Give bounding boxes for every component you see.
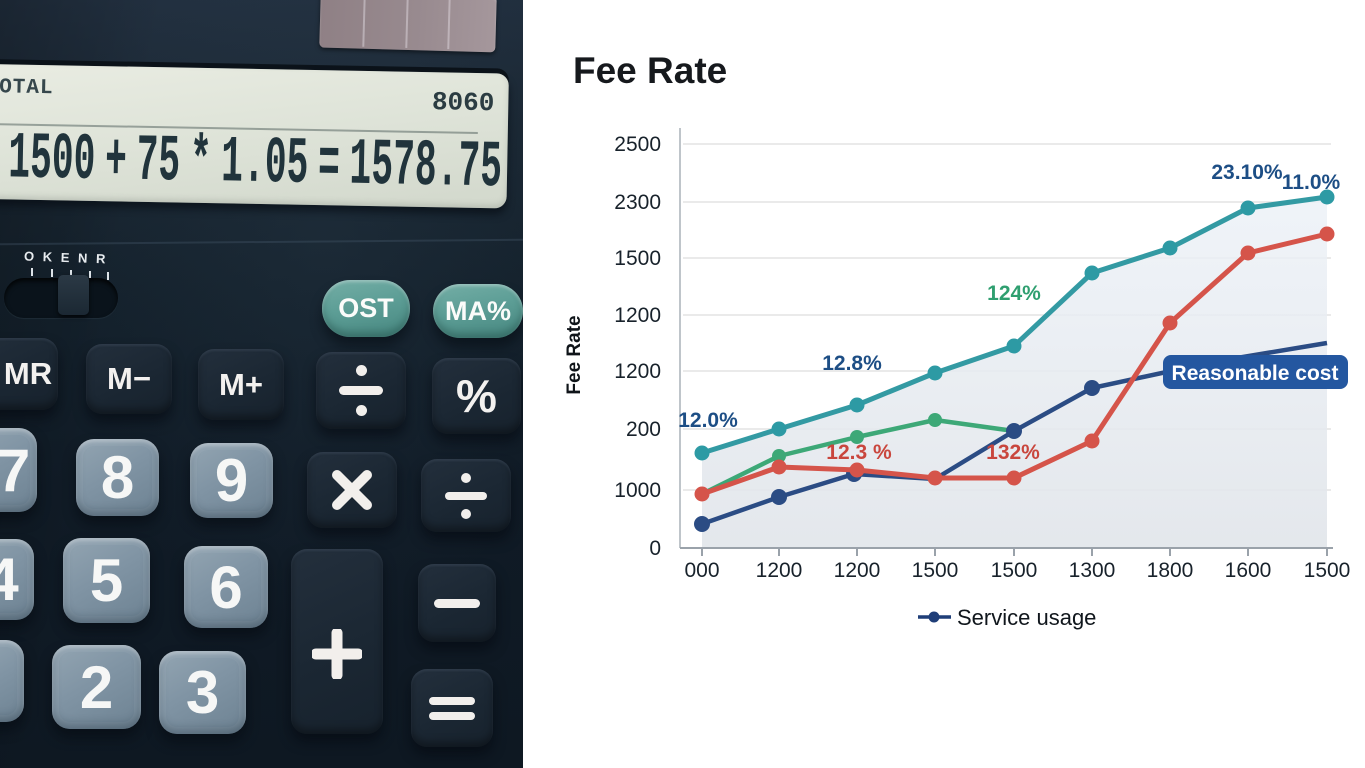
svg-text:12.0%: 12.0% xyxy=(678,409,738,432)
svg-text:0: 0 xyxy=(649,537,661,560)
svg-text:1200: 1200 xyxy=(614,360,661,383)
svg-text:12.8%: 12.8% xyxy=(822,352,882,375)
svg-text:23.10%: 23.10% xyxy=(1211,161,1283,184)
svg-text:1500: 1500 xyxy=(991,559,1038,582)
svg-text:12.3 %: 12.3 % xyxy=(826,441,892,464)
svg-text:000: 000 xyxy=(684,559,719,582)
svg-text:Service usage: Service usage xyxy=(957,605,1096,630)
svg-text:Reasonable cost: Reasonable cost xyxy=(1172,362,1339,385)
svg-text:1500: 1500 xyxy=(1304,559,1351,582)
svg-text:2300: 2300 xyxy=(614,191,661,214)
svg-text:124%: 124% xyxy=(987,282,1041,305)
svg-text:1500: 1500 xyxy=(614,247,661,270)
svg-text:Fee Rate: Fee Rate xyxy=(573,50,727,91)
svg-text:1800: 1800 xyxy=(1147,559,1194,582)
svg-text:1200: 1200 xyxy=(756,559,803,582)
svg-text:Fee Rate: Fee Rate xyxy=(564,315,585,394)
svg-text:1500: 1500 xyxy=(912,559,959,582)
svg-text:2500: 2500 xyxy=(614,133,661,156)
svg-text:132%: 132% xyxy=(986,441,1040,464)
svg-text:1600: 1600 xyxy=(1225,559,1272,582)
svg-text:11.0%: 11.0% xyxy=(1282,171,1341,194)
svg-text:1200: 1200 xyxy=(614,304,661,327)
svg-text:1200: 1200 xyxy=(834,559,881,582)
svg-text:200: 200 xyxy=(626,418,661,441)
svg-text:1300: 1300 xyxy=(1069,559,1116,582)
svg-text:1000: 1000 xyxy=(614,479,661,502)
